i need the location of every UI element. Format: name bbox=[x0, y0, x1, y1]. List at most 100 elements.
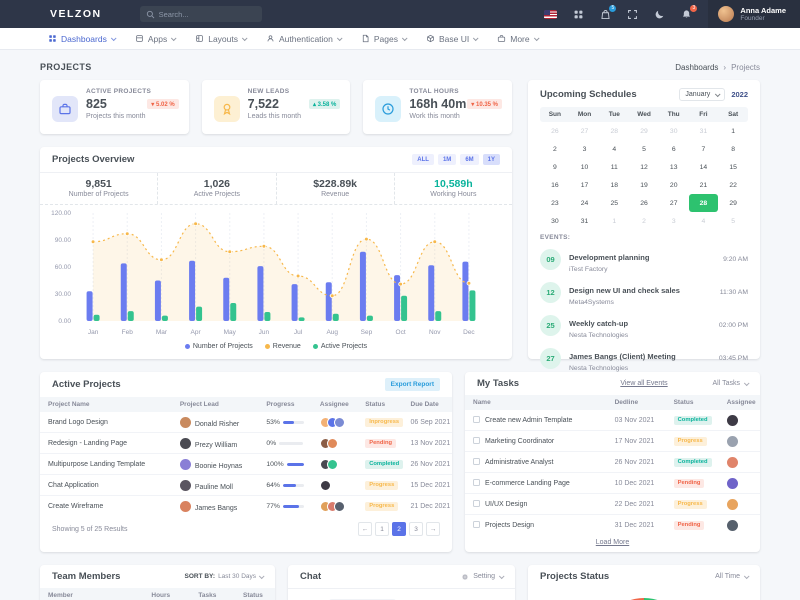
table-row[interactable]: Redesign - Landing Page Prezy William 0%… bbox=[40, 432, 452, 454]
menu-item-base-ui[interactable]: Base UI bbox=[426, 34, 479, 44]
calendar-day[interactable]: 3 bbox=[671, 217, 676, 225]
calendar-day[interactable]: 4 bbox=[612, 145, 617, 153]
menu-item-dashboards[interactable]: Dashboards bbox=[48, 34, 117, 44]
search-input[interactable] bbox=[158, 9, 249, 19]
dark-mode-icon[interactable] bbox=[654, 9, 665, 20]
page-button--[interactable]: ← bbox=[358, 522, 372, 536]
page-button-1[interactable]: 1 bbox=[375, 522, 389, 536]
language-flag-icon[interactable] bbox=[544, 9, 558, 19]
calendar-day[interactable]: 30 bbox=[669, 127, 678, 135]
task-checkbox[interactable] bbox=[473, 479, 480, 486]
notifications-icon[interactable]: 3 bbox=[681, 4, 698, 20]
export-report-button[interactable]: Export Report bbox=[384, 378, 440, 391]
calendar-day[interactable]: 7 bbox=[701, 145, 706, 153]
view-all-events-link[interactable]: View all Events bbox=[620, 380, 668, 387]
calendar-day[interactable]: 20 bbox=[669, 181, 678, 189]
task-checkbox[interactable] bbox=[473, 437, 480, 444]
range-button-all[interactable]: ALL bbox=[412, 154, 434, 165]
calendar-day[interactable]: 31 bbox=[699, 127, 708, 135]
event-item: 25 Weekly catch-up Nesta Technologies 02… bbox=[540, 309, 748, 342]
user-menu[interactable]: Anna Adame Founder bbox=[708, 0, 800, 28]
month-select[interactable]: January bbox=[679, 88, 726, 101]
calendar-day[interactable]: 1 bbox=[612, 217, 617, 225]
table-row[interactable]: Administrative Analyst 26 Nov 2021 Compl… bbox=[465, 451, 760, 473]
table-row[interactable]: Multipurpose Landing Template Boonie Hoy… bbox=[40, 453, 452, 475]
calendar-day[interactable]: 31 bbox=[580, 217, 589, 225]
search-box[interactable] bbox=[139, 6, 262, 22]
calendar-day[interactable]: 11 bbox=[610, 163, 618, 171]
page-button-2[interactable]: 2 bbox=[392, 522, 406, 536]
cart-icon[interactable]: 5 bbox=[600, 4, 617, 20]
table-row[interactable]: Projects Design 31 Dec 2021 Pending bbox=[465, 515, 760, 536]
calendar-day[interactable]: 26 bbox=[640, 199, 648, 207]
menu-item-apps[interactable]: Apps bbox=[135, 34, 177, 44]
calendar-day[interactable]: 12 bbox=[640, 163, 648, 171]
calendar-day[interactable]: 22 bbox=[729, 181, 737, 189]
menu-item-more[interactable]: More bbox=[497, 34, 540, 44]
load-more-link[interactable]: Load More bbox=[595, 539, 630, 546]
menu-item-pages[interactable]: Pages bbox=[361, 34, 408, 44]
calendar-day[interactable]: 29 bbox=[729, 199, 737, 207]
lead-avatar bbox=[179, 437, 191, 449]
calendar-day[interactable]: 23 bbox=[551, 199, 559, 207]
calendar-day[interactable]: 6 bbox=[671, 145, 676, 153]
time-filter-dropdown[interactable]: All Time bbox=[715, 572, 750, 580]
calendar-day[interactable]: 8 bbox=[731, 145, 736, 153]
calendar-day[interactable]: 19 bbox=[640, 181, 648, 189]
range-button-6m[interactable]: 6M bbox=[460, 154, 479, 165]
menu-item-authentication[interactable]: Authentication bbox=[266, 34, 343, 44]
range-button-1y[interactable]: 1Y bbox=[482, 154, 500, 165]
calendar-day[interactable]: 17 bbox=[580, 181, 589, 189]
calendar-day[interactable]: 28 bbox=[688, 194, 719, 212]
calendar-day[interactable]: 27 bbox=[580, 127, 589, 135]
sort-by-dropdown[interactable]: SORT BY: Last 30 Days bbox=[184, 572, 265, 580]
fullscreen-icon[interactable] bbox=[627, 9, 638, 20]
table-row[interactable]: Create Wireframe James Bangs 77% Progres… bbox=[40, 496, 452, 517]
calendar-day[interactable]: 30 bbox=[551, 217, 559, 225]
calendar-day[interactable]: 9 bbox=[552, 163, 557, 171]
chevron-down-icon bbox=[743, 572, 750, 579]
calendar-day[interactable]: 5 bbox=[642, 145, 646, 153]
calendar-day[interactable]: 16 bbox=[551, 181, 559, 189]
table-row[interactable]: Brand Logo Design Donald Risher 53% Inpr… bbox=[40, 412, 452, 433]
calendar-day[interactable]: 5 bbox=[731, 217, 736, 225]
chat-settings-dropdown[interactable]: Setting bbox=[461, 572, 505, 581]
apps-grid-icon[interactable] bbox=[573, 9, 584, 20]
calendar-day[interactable]: 27 bbox=[669, 199, 678, 207]
table-row[interactable]: Chat Application Pauline Moll 64% Progre… bbox=[40, 474, 452, 496]
calendar-day[interactable]: 26 bbox=[551, 127, 559, 135]
page-button--[interactable]: → bbox=[426, 522, 440, 536]
task-checkbox[interactable] bbox=[473, 458, 480, 465]
calendar-day[interactable]: 21 bbox=[699, 181, 708, 189]
calendar-day[interactable]: 2 bbox=[552, 145, 557, 153]
calendar-day[interactable]: 1 bbox=[731, 127, 736, 135]
calendar-day[interactable]: 15 bbox=[729, 163, 737, 171]
calendar-day[interactable]: 4 bbox=[701, 217, 706, 225]
tasks-filter-dropdown[interactable]: All Tasks bbox=[713, 379, 750, 387]
calendar-day[interactable]: 25 bbox=[610, 199, 619, 207]
calendar-day[interactable]: 14 bbox=[699, 163, 708, 171]
task-checkbox[interactable] bbox=[473, 500, 480, 507]
task-checkbox[interactable] bbox=[473, 521, 480, 528]
breadcrumb-dashboards[interactable]: Dashboards bbox=[675, 62, 719, 72]
table-row[interactable]: Marketing Coordinator 17 Nov 2021 Progre… bbox=[465, 430, 760, 452]
calendar-day[interactable]: 28 bbox=[610, 127, 619, 135]
calendar-day[interactable]: 10 bbox=[580, 163, 589, 171]
table-row[interactable]: E-commerce Landing Page 10 Dec 2021 Pend… bbox=[465, 472, 760, 494]
task-checkbox[interactable] bbox=[473, 416, 480, 423]
calendar-day[interactable]: 24 bbox=[580, 199, 589, 207]
calendar-day[interactable]: 18 bbox=[610, 181, 619, 189]
due-date: 15 Dec 2021 bbox=[402, 474, 452, 496]
calendar-day[interactable]: 3 bbox=[582, 145, 587, 153]
calendar-day[interactable]: 13 bbox=[669, 163, 678, 171]
avatar bbox=[333, 416, 345, 428]
calendar-day[interactable]: 29 bbox=[640, 127, 648, 135]
calendar-day[interactable]: 2 bbox=[642, 217, 646, 225]
range-button-1m[interactable]: 1M bbox=[437, 154, 457, 165]
page-button-3[interactable]: 3 bbox=[409, 522, 423, 536]
pagination: ← 1 2 3 → bbox=[358, 522, 440, 536]
menu-item-layouts[interactable]: Layouts bbox=[195, 34, 248, 44]
table-row[interactable]: UI/UX Design 22 Dec 2021 Progress bbox=[465, 493, 760, 515]
table-row[interactable]: Create new Admin Template 03 Nov 2021 Co… bbox=[465, 410, 760, 431]
layout-icon bbox=[195, 34, 204, 43]
